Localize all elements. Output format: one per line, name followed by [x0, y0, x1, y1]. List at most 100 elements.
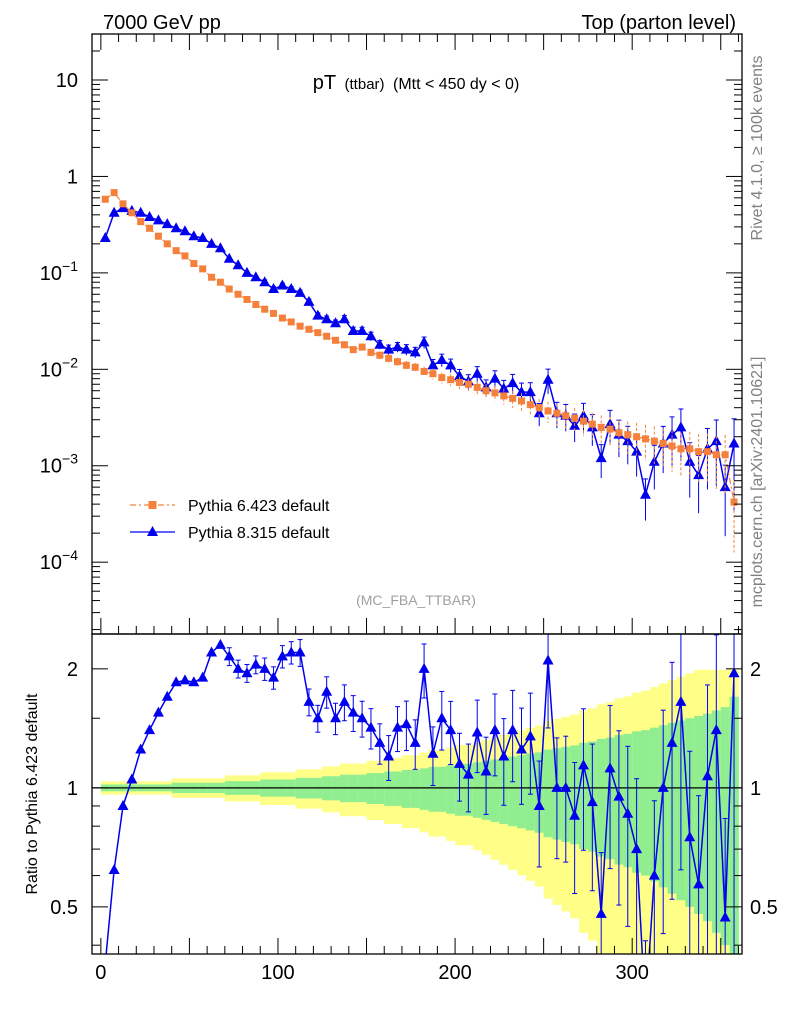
xtick-label: 100 [261, 962, 294, 984]
pythia6-point [340, 341, 348, 349]
ratio-ytick-label-right: 2 [750, 659, 761, 681]
ratio-pythia8-point [489, 724, 501, 735]
pythia6-point [420, 367, 428, 375]
pythia8-point [427, 359, 439, 370]
ratio-pythia8-point [303, 695, 315, 706]
pythia8-point [445, 359, 457, 370]
ratio-pythia8-point [276, 650, 288, 661]
ratio-pythia8-point [197, 671, 209, 682]
pythia8-point [471, 367, 483, 378]
ratio-pythia8-point [595, 907, 607, 918]
ratio-pythia8-point [480, 765, 492, 776]
pythia8-point [161, 218, 173, 229]
pythia6-point [712, 451, 720, 459]
main-ytick-base: 10 [40, 263, 62, 285]
ratio-pythia8-point [285, 646, 297, 657]
pythia6-point [376, 351, 384, 359]
ratio-pythia8-point [613, 790, 625, 801]
pythia8-point [595, 452, 607, 463]
ratio-band-inner [375, 773, 385, 805]
pythia8-point [693, 469, 705, 480]
ratio-pythia8-point [710, 724, 722, 735]
pythia6-point [464, 380, 472, 388]
pythia6-point [677, 445, 685, 453]
pythia6-point [721, 451, 729, 459]
pythia8-point [684, 455, 696, 466]
ratio-band-inner [641, 730, 651, 876]
pythia6-point [491, 389, 499, 397]
pythia6-point [526, 401, 534, 409]
legend: Pythia 6.423 default Pythia 8.315 defaul… [130, 498, 330, 542]
pythia8-point [418, 336, 430, 347]
pythia8-point [268, 283, 280, 294]
pythia8-point [206, 237, 218, 248]
ratio-pythia8-point [498, 750, 510, 761]
main-ytick-label: 10−1 [40, 258, 78, 285]
ratio-pythia8-point [356, 712, 368, 723]
ratio-pythia8-point [586, 796, 598, 807]
ratio-pythia8-point [330, 712, 342, 723]
ratio-pythia8-point [365, 721, 377, 732]
main-ytick-base: 10 [40, 456, 62, 478]
pythia6-point [544, 407, 552, 415]
pythia6-point [305, 325, 313, 333]
ratio-pythia8-point [560, 781, 572, 792]
pythia8-point [214, 242, 226, 253]
header-left: 7000 GeV pp [103, 12, 221, 34]
pythia6-point [287, 318, 295, 326]
pythia8-point [99, 231, 111, 242]
pythia6-point [119, 200, 127, 208]
ratio-pythia8-point [170, 676, 182, 687]
ratio-pythia8-point [604, 762, 616, 773]
pythia6-point [128, 209, 136, 217]
ratio-band-inner [596, 738, 607, 857]
pythia8-point [188, 230, 200, 241]
ratio-ytick-label-right: 1 [750, 778, 761, 800]
pythia8-point [648, 455, 660, 466]
pythia8-point [152, 214, 164, 225]
ratio-band-inner [410, 769, 421, 808]
ratio-band-inner [446, 765, 456, 814]
legend-label-pythia8: Pythia 8.315 default [188, 525, 330, 542]
ratio-pythia8-point [188, 676, 200, 687]
pythia6-point [411, 363, 419, 371]
pythia8-point [197, 231, 209, 242]
xtick-label: 300 [616, 962, 649, 984]
pythia6-point [278, 314, 286, 322]
pythia8-point [250, 271, 262, 282]
pythia6-point [261, 305, 269, 313]
series-pythia6 [101, 189, 738, 553]
pythia6-point [447, 376, 455, 384]
pythia8-point [675, 421, 687, 432]
main-ytick-label: 10−4 [40, 547, 78, 574]
ratio-pythia8-point [533, 799, 545, 810]
x-axis: 0 100 200 300 [95, 34, 739, 984]
xtick-label: 0 [95, 962, 106, 984]
ratio-pythia8-point [161, 690, 173, 701]
pythia8-point [312, 309, 324, 320]
ratio-ytick-label: 1 [67, 778, 78, 800]
ratio-band-inner [419, 768, 429, 810]
pythia6-point [517, 397, 525, 405]
pythia8-point [241, 266, 253, 277]
main-ytick-label: 10 [56, 70, 78, 92]
ratio-y-axis: 0.5 0.5 1 1 2 2 [50, 659, 778, 946]
pythia8-point [330, 317, 342, 328]
ratio-pythia8-point [400, 718, 412, 729]
ratio-pythia8-point [338, 695, 350, 706]
main-ytick-exponent: −2 [62, 354, 78, 370]
pythia8-point [498, 382, 510, 393]
pythia6-point [438, 374, 446, 382]
ratio-pythia8-point [392, 721, 404, 732]
pythia6-point [323, 332, 331, 340]
pythia8-point [223, 252, 235, 263]
ratio-pythia8-point [144, 724, 156, 735]
pythia8-point [710, 435, 722, 446]
pythia8-point [108, 206, 120, 217]
pythia6-point [349, 346, 357, 354]
main-frame [91, 33, 743, 635]
pythia8-point [515, 386, 527, 397]
pythia6-point [208, 273, 216, 281]
ratio-pythia8-point [294, 646, 306, 657]
